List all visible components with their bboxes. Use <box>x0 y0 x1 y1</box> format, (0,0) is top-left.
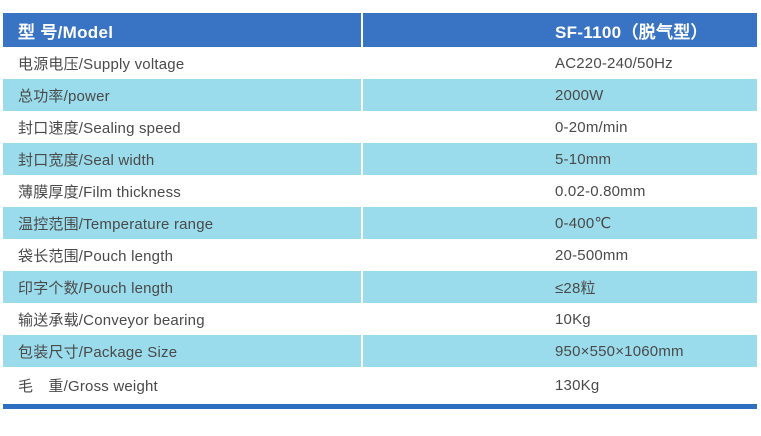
spec-label: 总功率/power <box>3 79 361 111</box>
table-row-temperature-range: 温控范围/Temperature range 0-400℃ <box>3 207 757 239</box>
spec-value: 5-10mm <box>363 143 757 175</box>
table-row-conveyor-bearing: 输送承载/Conveyor bearing 10Kg <box>3 303 757 335</box>
table-row-power: 总功率/power 2000W <box>3 79 757 111</box>
spec-table: 型 号/Model SF-1100（脱气型） 电源电压/Supply volta… <box>3 13 757 409</box>
spec-value: 0-400℃ <box>363 207 757 239</box>
spec-label: 封口速度/Sealing speed <box>18 119 181 137</box>
spec-value: 2000W <box>363 79 757 111</box>
spec-value: 10Kg <box>555 310 591 328</box>
spec-value: AC220-240/50Hz <box>555 54 673 72</box>
table-row-sealing-speed: 封口速度/Sealing speed 0-20m/min <box>3 111 757 143</box>
spec-label: 电源电压/Supply voltage <box>18 55 185 73</box>
table-header-row: 型 号/Model SF-1100（脱气型） <box>3 13 757 47</box>
table-row-print-count: 印字个数/Pouch length ≤28粒 <box>3 271 757 303</box>
table-row-film-thickness: 薄膜厚度/Film thickness 0.02-0.80mm <box>3 175 757 207</box>
table-row-pouch-length: 袋长范围/Pouch length 20-500mm <box>3 239 757 271</box>
header-model-value: SF-1100（脱气型） <box>363 13 757 47</box>
bottom-rule <box>3 404 757 409</box>
table-row-seal-width: 封口宽度/Seal width 5-10mm <box>3 143 757 175</box>
spec-label: 袋长范围/Pouch length <box>18 247 174 265</box>
spec-label: 封口宽度/Seal width <box>3 143 361 175</box>
spec-label: 薄膜厚度/Film thickness <box>18 183 181 201</box>
spec-value: 130Kg <box>555 377 600 394</box>
spec-label: 温控范围/Temperature range <box>3 207 361 239</box>
spec-value: ≤28粒 <box>363 271 757 303</box>
spec-label: 毛 重/Gross weight <box>18 378 158 395</box>
spec-value: 0-20m/min <box>555 118 628 136</box>
spec-label: 输送承载/Conveyor bearing <box>18 311 205 329</box>
spec-value: 0.02-0.80mm <box>555 182 646 200</box>
spec-value: 950×550×1060mm <box>363 335 757 367</box>
header-model-label: 型 号/Model <box>3 13 361 47</box>
spec-value: 20-500mm <box>555 246 629 264</box>
table-row-supply-voltage: 电源电压/Supply voltage AC220-240/50Hz <box>3 47 757 79</box>
spec-label: 包装尺寸/Package Size <box>3 335 361 367</box>
table-row-gross-weight: 毛 重/Gross weight 130Kg <box>3 367 757 404</box>
table-row-package-size: 包装尺寸/Package Size 950×550×1060mm <box>3 335 757 367</box>
spec-label: 印字个数/Pouch length <box>3 271 361 303</box>
